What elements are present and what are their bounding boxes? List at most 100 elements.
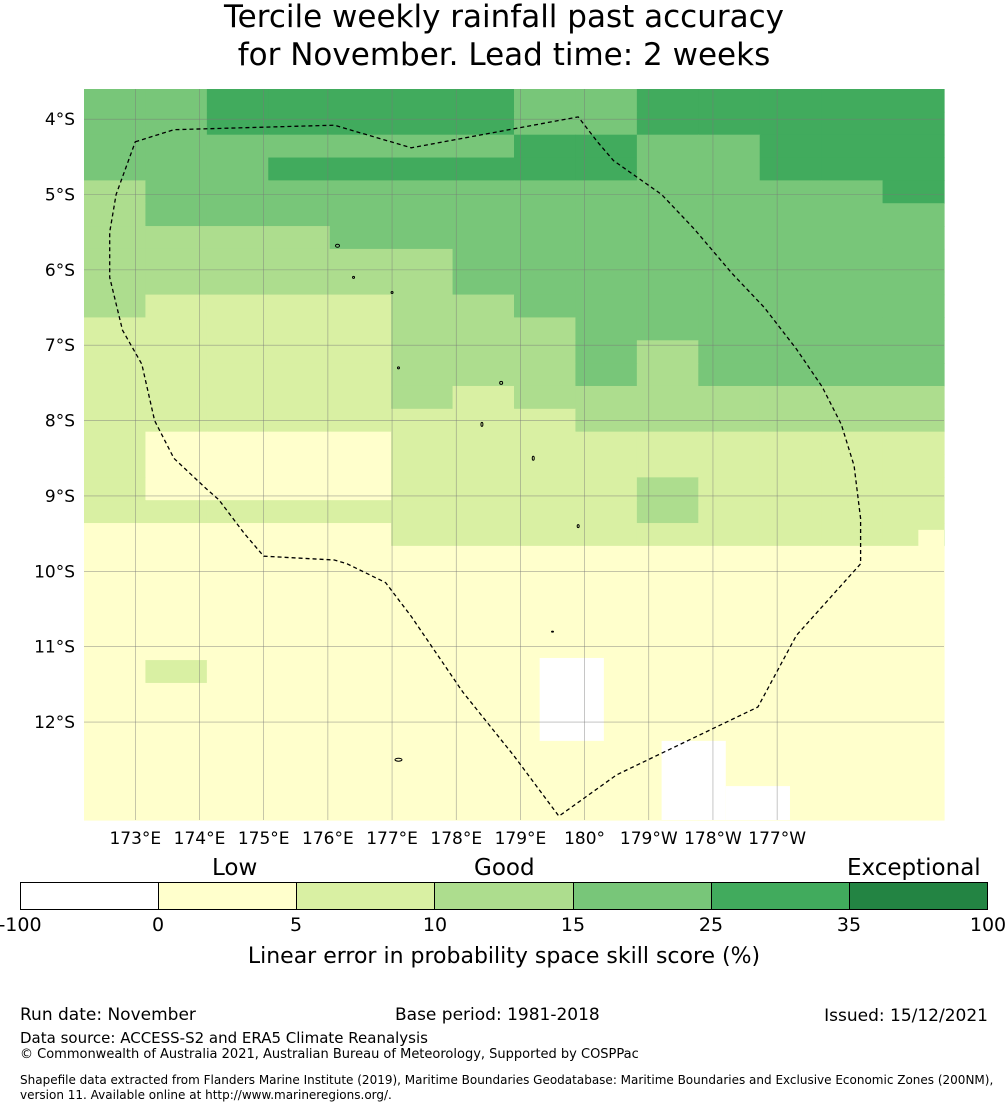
skill-cell <box>206 797 269 821</box>
skill-cell <box>575 751 638 775</box>
skill-cell <box>329 180 392 204</box>
skill-cell <box>636 591 699 615</box>
skill-cell <box>514 431 577 456</box>
skill-cell <box>268 134 331 159</box>
skill-cell <box>329 248 392 273</box>
skill-cell <box>391 500 454 524</box>
skill-cell <box>882 203 945 227</box>
skill-cell <box>391 591 454 615</box>
skill-cell <box>821 248 884 273</box>
skill-cell <box>145 705 208 730</box>
skill-cell <box>145 271 208 296</box>
skill-cell <box>145 660 208 684</box>
skill-cell <box>452 774 515 798</box>
skill-cell <box>84 89 147 113</box>
island-outline <box>394 757 403 762</box>
skill-cell <box>514 134 577 159</box>
skill-cell <box>698 591 761 615</box>
skill-cell <box>206 271 269 296</box>
lon-label: 180° <box>564 829 605 849</box>
skill-cell <box>514 545 577 570</box>
skill-cell <box>698 180 761 204</box>
skill-cell <box>882 89 945 113</box>
skill-cell <box>145 385 208 410</box>
skill-cell <box>452 294 515 319</box>
skill-cell <box>759 203 822 227</box>
skill-cell <box>268 271 331 296</box>
skill-cell <box>514 271 577 296</box>
skill-cell <box>575 340 638 364</box>
skill-cell <box>636 454 699 478</box>
lat-label: 9°S <box>45 487 75 507</box>
skill-cell <box>206 203 269 227</box>
skill-cell <box>636 523 699 547</box>
skill-cell <box>759 431 822 456</box>
skill-cell <box>329 614 392 638</box>
skill-cell <box>882 500 945 524</box>
skill-cell <box>636 705 699 730</box>
skill-cell <box>391 523 454 547</box>
skill-cell <box>882 294 945 319</box>
skill-cell <box>391 774 454 798</box>
skill-cell <box>452 797 515 821</box>
skill-cell <box>391 248 454 273</box>
skill-cell <box>268 385 331 410</box>
skill-cell <box>84 226 147 250</box>
skill-cell <box>452 340 515 364</box>
skill-cell <box>145 294 208 319</box>
skill-cell <box>514 89 577 113</box>
skill-cell <box>329 637 392 661</box>
skill-cell <box>391 317 454 341</box>
skill-cell <box>84 614 147 638</box>
skill-cell <box>759 523 822 547</box>
skill-cell <box>636 271 699 296</box>
skill-cell <box>268 614 331 638</box>
skill-cell <box>145 682 208 707</box>
skill-cell <box>206 157 269 181</box>
skill-cell <box>452 751 515 775</box>
lon-label: 178°E <box>430 829 482 849</box>
skill-cell <box>391 157 454 181</box>
colorbar-tick: 0 <box>151 914 165 936</box>
skill-cell <box>452 248 515 273</box>
skill-cell <box>452 614 515 638</box>
skill-cell <box>452 111 515 136</box>
skill-cell <box>268 203 331 227</box>
skill-cell <box>84 728 147 753</box>
skill-cell <box>575 248 638 273</box>
skill-cell <box>84 363 147 387</box>
skill-cell <box>698 545 761 570</box>
no-skill-cell <box>661 740 726 820</box>
lat-label: 4°S <box>45 110 75 130</box>
skill-cell <box>391 728 454 753</box>
skill-cell <box>759 477 822 501</box>
skill-cell <box>514 477 577 501</box>
skill-cell <box>268 431 331 456</box>
skill-cell <box>882 682 945 707</box>
colorbar-segment <box>435 883 574 909</box>
skill-cell <box>84 705 147 730</box>
skill-cell <box>821 431 884 456</box>
skill-cell <box>329 89 392 113</box>
skill-cell <box>821 134 884 159</box>
skill-cell <box>636 363 699 387</box>
skill-cell <box>821 797 884 821</box>
skill-cell <box>452 568 515 593</box>
skill-cell <box>206 591 269 615</box>
skill-cell <box>268 500 331 524</box>
skill-cell <box>329 660 392 684</box>
skill-cell <box>821 180 884 204</box>
lat-label: 12°S <box>34 713 75 733</box>
skill-cell <box>759 385 822 410</box>
lon-label: 175°E <box>238 829 290 849</box>
island-outline <box>335 243 341 248</box>
skill-cell <box>329 797 392 821</box>
skill-cell <box>391 180 454 204</box>
skill-cell <box>759 660 822 684</box>
copyright: © Commonwealth of Australia 2021, Austra… <box>20 1047 639 1062</box>
skill-cell <box>575 774 638 798</box>
skill-cell <box>698 523 761 547</box>
skill-cell <box>329 385 392 410</box>
island-outline <box>480 421 484 427</box>
lon-label: 174°E <box>174 829 226 849</box>
